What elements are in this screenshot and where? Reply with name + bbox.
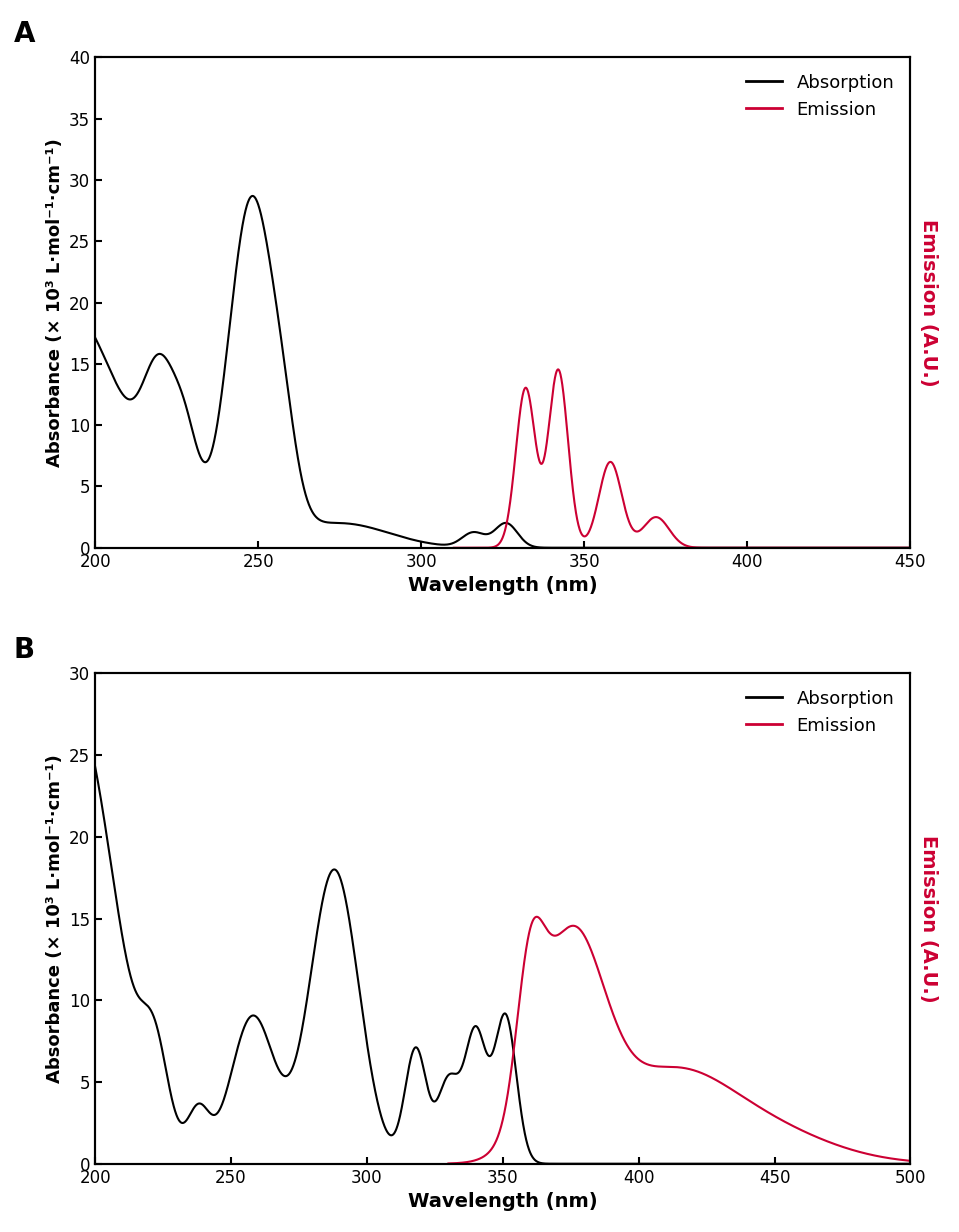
Legend: Absorption, Emission: Absorption, Emission [738, 67, 901, 126]
Y-axis label: Absorbance (× 10³ L·mol⁻¹·cm⁻¹): Absorbance (× 10³ L·mol⁻¹·cm⁻¹) [46, 754, 63, 1083]
Legend: Absorption, Emission: Absorption, Emission [738, 683, 901, 742]
Text: A: A [13, 20, 35, 48]
X-axis label: Wavelength (nm): Wavelength (nm) [408, 1193, 597, 1211]
Y-axis label: Absorbance (× 10³ L·mol⁻¹·cm⁻¹): Absorbance (× 10³ L·mol⁻¹·cm⁻¹) [46, 138, 63, 467]
Text: B: B [13, 636, 35, 664]
Y-axis label: Emission (A.U.): Emission (A.U.) [919, 219, 938, 387]
Y-axis label: Emission (A.U.): Emission (A.U.) [919, 835, 938, 1003]
X-axis label: Wavelength (nm): Wavelength (nm) [408, 577, 597, 595]
